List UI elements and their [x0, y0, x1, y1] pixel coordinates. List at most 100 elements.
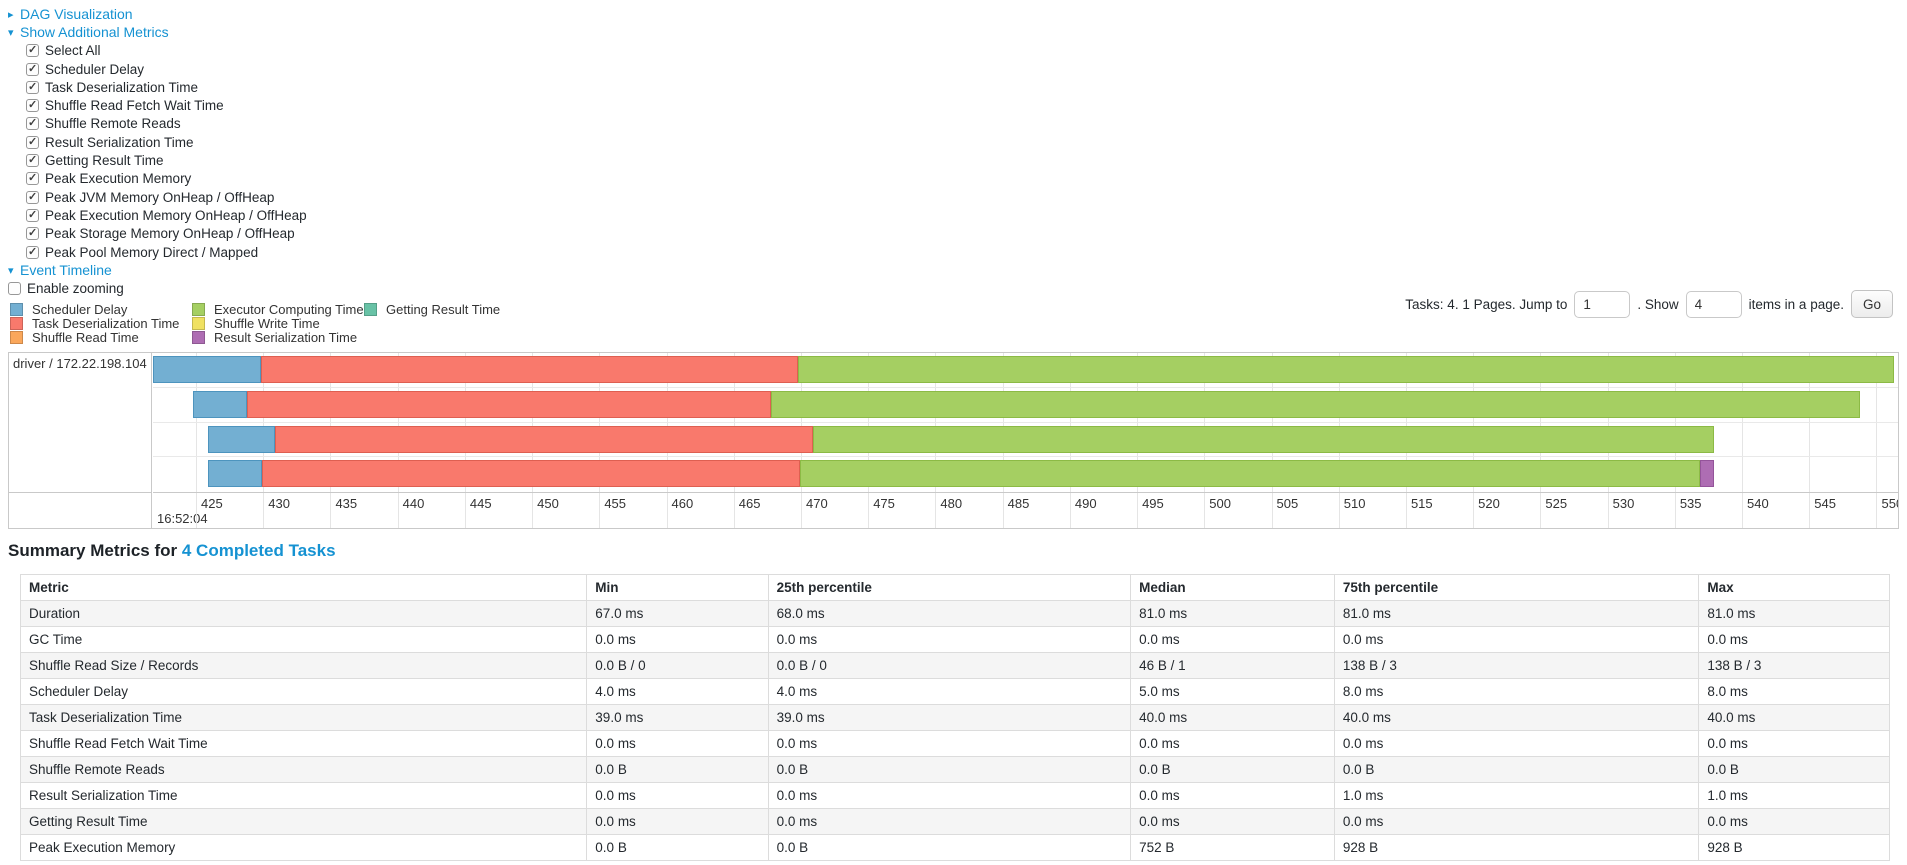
metric-checkbox[interactable]: [26, 135, 39, 149]
axis-tick-label: 445: [469, 496, 492, 511]
event-timeline-chart: driver / 172.22.198.104 16:52:04 425 430 4…: [8, 352, 1899, 529]
gridline: [1876, 353, 1878, 492]
metric-checkbox[interactable]: [26, 208, 39, 222]
gridline: [1540, 493, 1542, 528]
gridline: [1809, 353, 1811, 492]
enable-zooming-checkbox[interactable]: [8, 282, 21, 296]
metric-value-cell: 46 B / 1: [1130, 652, 1335, 679]
metric-checkbox[interactable]: [26, 171, 39, 186]
task-segment-task-deserialization[interactable]: [275, 425, 814, 453]
metric-value-cell: 81.0 ms: [1130, 600, 1335, 627]
gridline: [1338, 493, 1340, 528]
metric-value-cell: 0.0 ms: [1130, 808, 1335, 835]
task-segment-task-deserialization[interactable]: [260, 356, 799, 383]
gridline: [1876, 493, 1878, 528]
metric-checkbox-label: Task Deserialization Time: [45, 79, 199, 95]
expanded-arrow-icon: ▾: [8, 26, 14, 39]
task-deserialization-legend-swatch: [10, 317, 23, 331]
gridline: [532, 353, 534, 492]
metric-checkbox-label: Getting Result Time: [45, 153, 164, 169]
metric-value-cell: 0.0 B: [1130, 756, 1335, 783]
axis-tick-label: 450: [537, 496, 559, 511]
metric-checkbox-label: Peak JVM Memory OnHeap / OffHeap: [45, 189, 275, 205]
gridline: [1338, 353, 1340, 492]
jump-to-page-input[interactable]: [1574, 290, 1631, 318]
metric-value-cell: 0.0 ms: [586, 626, 769, 653]
axis-tick-label: 430: [268, 496, 290, 511]
legend-label: Shuffle Read Time: [32, 330, 139, 345]
metric-value-cell: 39.0 ms: [767, 704, 1132, 731]
metric-value-cell: 0.0 ms: [1698, 808, 1890, 835]
metric-checkbox-label: Shuffle Read Fetch Wait Time: [45, 98, 224, 114]
gridline: [1607, 353, 1609, 492]
gridline: [1809, 493, 1811, 528]
metric-checkbox[interactable]: [26, 43, 39, 58]
metric-value-cell: 0.0 ms: [1130, 626, 1335, 653]
metric-checkbox[interactable]: [26, 153, 39, 168]
task-segment-task-deserialization[interactable]: [247, 390, 772, 418]
go-button[interactable]: Go: [1850, 290, 1893, 318]
task-segment-scheduler-delay[interactable]: [153, 356, 261, 383]
gridline: [1204, 353, 1206, 492]
gridline: [800, 493, 802, 528]
gridline: [1069, 493, 1071, 528]
metric-checkbox[interactable]: [26, 98, 39, 113]
gridline: [868, 493, 870, 528]
task-segment-scheduler-delay[interactable]: [193, 390, 248, 418]
gridline: [666, 493, 668, 528]
summary-column-header: Max: [1698, 574, 1890, 601]
gridline: [1137, 353, 1139, 492]
metric-checkbox[interactable]: [26, 245, 39, 259]
metric-value-cell: 4.0 ms: [767, 678, 1132, 705]
metric-checkbox-label: Scheduler Delay: [45, 61, 145, 77]
metric-checkbox[interactable]: [26, 80, 39, 94]
metric-value-cell: 68.0 ms: [767, 600, 1132, 627]
task-segment-executor-computing[interactable]: [799, 460, 1701, 488]
task-segment-task-deserialization[interactable]: [261, 460, 800, 488]
metric-value-cell: 0.0 B: [767, 756, 1132, 783]
task-segment-scheduler-delay[interactable]: [208, 425, 276, 453]
axis-tick-label: 510: [1343, 496, 1366, 511]
metric-checkbox[interactable]: [26, 226, 39, 241]
metric-value-cell: 928 B: [1698, 834, 1890, 861]
gridline: [1405, 493, 1407, 528]
metric-value-cell: 40.0 ms: [1333, 704, 1700, 731]
metric-name-cell: Peak Execution Memory: [19, 834, 588, 861]
metric-value-cell: 0.0 ms: [1130, 782, 1335, 809]
metric-value-cell: 0.0 ms: [767, 782, 1132, 809]
shuffle-read-legend-swatch: [10, 330, 23, 344]
show-additional-metrics-toggle[interactable]: Show Additional Metrics: [20, 24, 169, 41]
metric-checkbox[interactable]: [26, 62, 39, 76]
metric-value-cell: 0.0 ms: [1130, 730, 1335, 757]
legend-label: Shuffle Write Time: [214, 316, 320, 332]
task-segment-result-serialization[interactable]: [1700, 460, 1714, 488]
table-row: Scheduler Delay 4.0 ms 4.0 ms 5.0 ms 8.0 ms 8…: [19, 678, 1890, 705]
metric-value-cell: 1.0 ms: [1333, 782, 1700, 809]
metric-value-cell: 4.0 ms: [586, 678, 769, 705]
task-segment-scheduler-delay[interactable]: [208, 460, 262, 488]
summary-column-header: 25th percentile: [767, 574, 1132, 601]
task-segment-executor-computing[interactable]: [798, 356, 1894, 383]
axis-tick-label: 475: [873, 496, 895, 511]
metric-value-cell: 8.0 ms: [1698, 678, 1890, 705]
axis-tick-label: 515: [1410, 496, 1433, 511]
table-row: Shuffle Read Size / Records 0.0 B / 0 0.0 …: [19, 652, 1890, 679]
tasks-count-text: Tasks: 4. 1 Pages. Jump to: [1405, 296, 1568, 312]
metric-value-cell: 40.0 ms: [1130, 704, 1335, 731]
completed-tasks-link[interactable]: 4 Completed Tasks: [181, 541, 336, 560]
metric-value-cell: 0.0 ms: [1333, 626, 1700, 653]
table-row: Duration 67.0 ms 68.0 ms 81.0 ms 81.0 ms 81.0…: [19, 600, 1890, 627]
metric-name-cell: Shuffle Read Size / Records: [19, 652, 588, 679]
metric-checkbox[interactable]: [26, 190, 39, 204]
items-per-page-input[interactable]: [1685, 290, 1742, 318]
gridline: [1137, 493, 1139, 528]
gridline: [263, 493, 265, 528]
metric-checkbox[interactable]: [26, 116, 39, 131]
metric-checkbox-label: Peak Execution Memory OnHeap / OffHeap: [45, 207, 307, 223]
event-timeline-toggle[interactable]: Event Timeline: [20, 262, 112, 279]
task-segment-executor-computing[interactable]: [771, 390, 1861, 418]
task-segment-executor-computing[interactable]: [813, 425, 1714, 453]
axis-tick-label: 460: [671, 496, 694, 511]
dag-visualization-toggle[interactable]: DAG Visualization: [20, 6, 133, 23]
axis-tick-label: 540: [1747, 496, 1769, 511]
